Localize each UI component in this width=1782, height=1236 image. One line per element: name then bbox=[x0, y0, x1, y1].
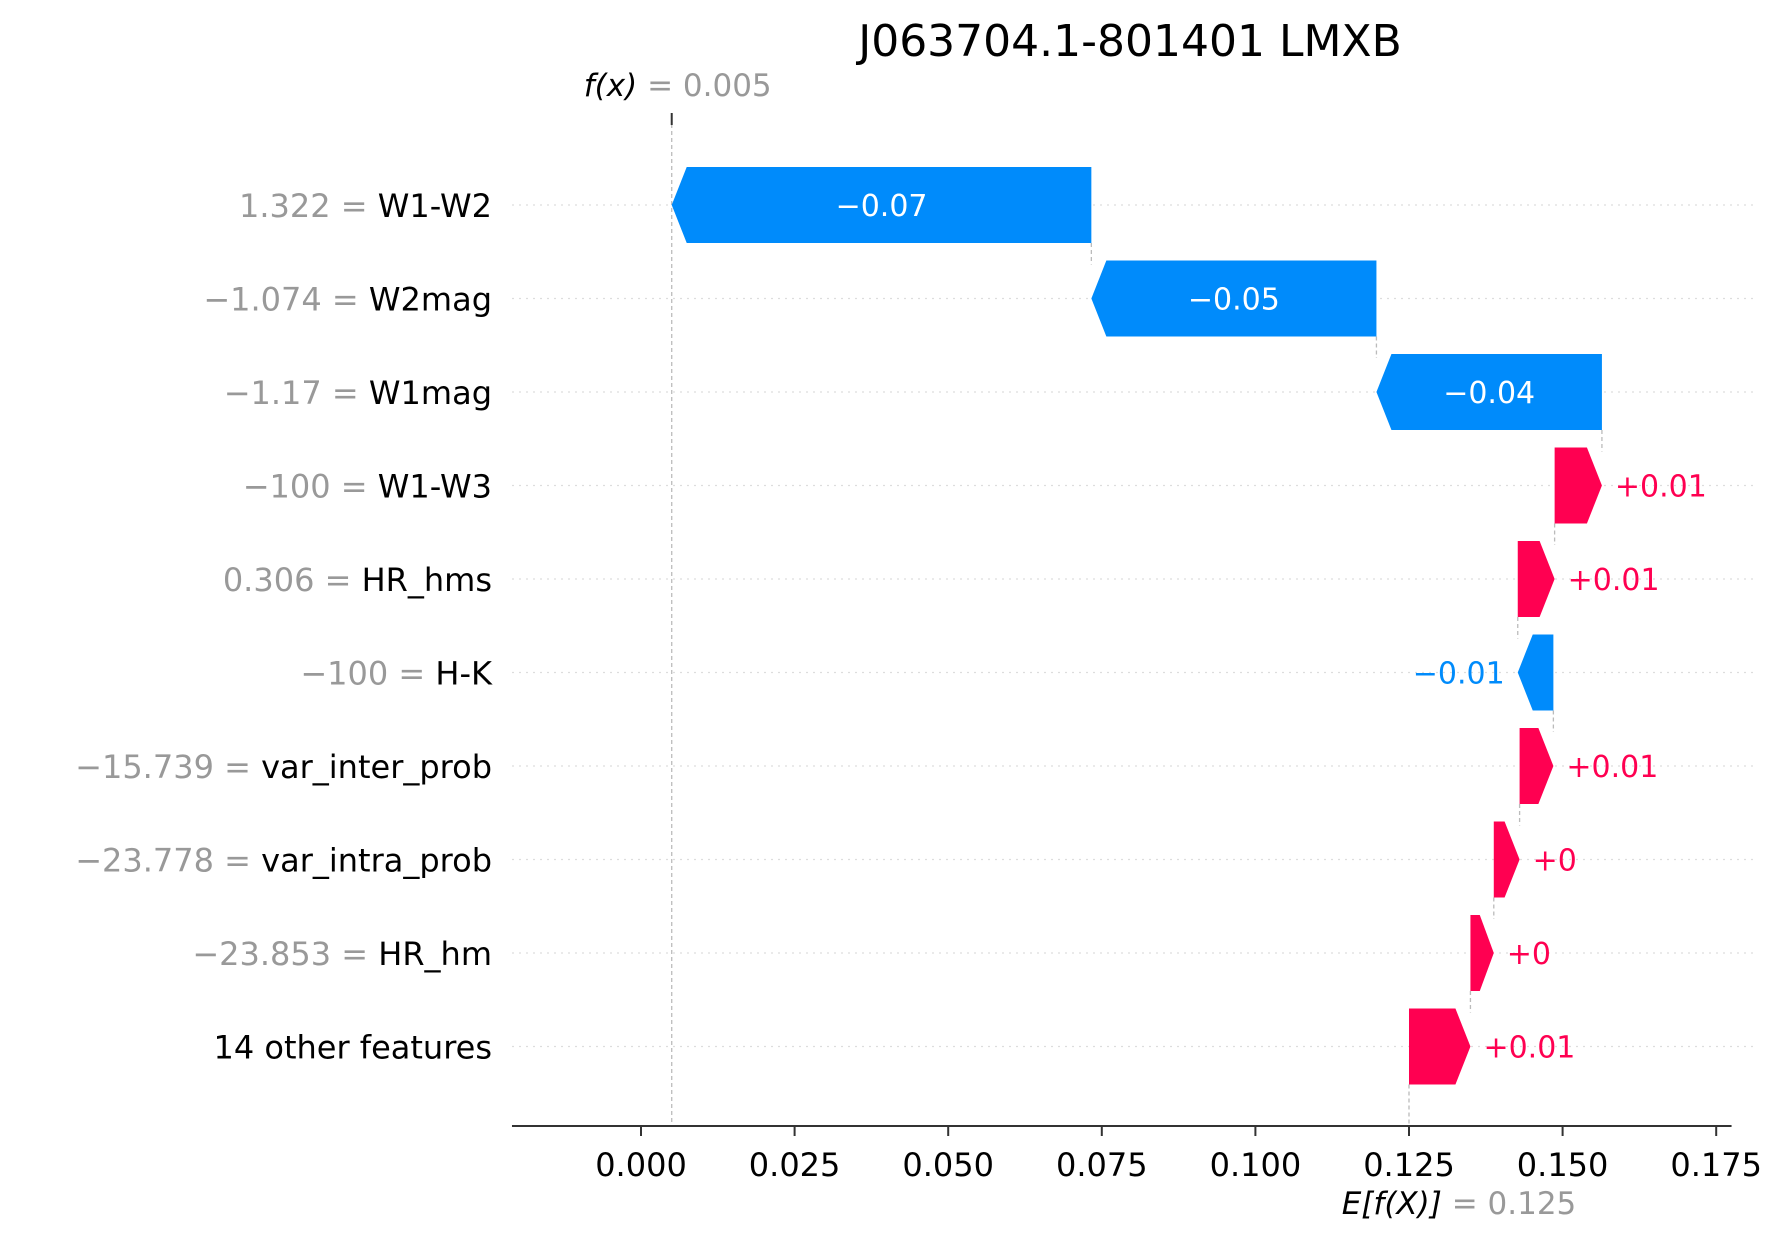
ex-annotation: E[f(X)] = 0.125 bbox=[1342, 1186, 1577, 1222]
bar-value-label: +0.01 bbox=[1615, 470, 1707, 505]
feature-equals: = bbox=[322, 281, 369, 319]
x-tick-label: 0.000 bbox=[595, 1146, 687, 1184]
feature-value: −1.17 bbox=[224, 374, 322, 412]
feature-label: −23.853 = HR_hm bbox=[192, 935, 492, 973]
bar-value-label: +0.01 bbox=[1483, 1031, 1575, 1066]
feature-label: 14 other features bbox=[213, 1029, 492, 1067]
annotations: f(x) = 0.005 E[f(X)] = 0.125 bbox=[584, 68, 1576, 1222]
feature-label: 0.306 = HR_hms bbox=[223, 561, 492, 599]
feature-equals: = bbox=[214, 842, 261, 880]
feature-value: −15.739 bbox=[75, 748, 214, 786]
feature-value: −1.074 bbox=[203, 281, 321, 319]
bar-value-label: −0.07 bbox=[836, 189, 928, 224]
bar-value-label: +0 bbox=[1507, 937, 1551, 972]
feature-name: HR_hms bbox=[362, 561, 492, 599]
feature-equals: = bbox=[331, 935, 378, 973]
bar-value-label: +0.01 bbox=[1568, 563, 1660, 598]
x-tick-label: 0.150 bbox=[1517, 1146, 1609, 1184]
x-tick-label: 0.050 bbox=[902, 1146, 994, 1184]
feature-name: 14 other features bbox=[213, 1029, 492, 1067]
feature-value: −23.853 bbox=[192, 935, 331, 973]
bar-positive bbox=[1517, 541, 1555, 617]
feature-label: −100 = W1-W3 bbox=[243, 468, 492, 506]
feature-labels: −0.07 1.322 = W1-W2 −0.05 −1.074 = W2mag −0.… bbox=[75, 187, 1707, 1067]
feature-name: var_intra_prob bbox=[261, 842, 492, 880]
guide-lines bbox=[670, 113, 1603, 1126]
chart-title: J063704.1-801401 LMXB bbox=[855, 16, 1402, 67]
feature-label: −1.074 = W2mag bbox=[203, 281, 492, 319]
feature-name: HR_hm bbox=[378, 935, 492, 973]
feature-name: W1-W3 bbox=[378, 468, 492, 506]
feature-equals: = bbox=[388, 655, 435, 693]
ex-label: E[f(X)] bbox=[1342, 1186, 1452, 1222]
x-tick-label: 0.175 bbox=[1670, 1146, 1762, 1184]
bar-positive bbox=[1519, 728, 1554, 804]
feature-label: 1.322 = W1-W2 bbox=[239, 187, 492, 225]
x-tick-label: 0.075 bbox=[1056, 1146, 1148, 1184]
feature-equals: = bbox=[331, 187, 378, 225]
feature-name: H-K bbox=[435, 655, 493, 693]
fx-label: f(x) bbox=[584, 68, 647, 104]
feature-value: −23.778 bbox=[75, 842, 214, 880]
feature-name: W1-W2 bbox=[378, 187, 492, 225]
x-axis: 0.000 0.025 0.050 0.075 0.100 0.125 0.150 0.175 bbox=[511, 1125, 1762, 1184]
feature-equals: = bbox=[331, 468, 378, 506]
bar-negative bbox=[1091, 260, 1377, 337]
bars bbox=[671, 167, 1602, 1085]
bar-negative bbox=[1517, 634, 1554, 711]
bar-negative bbox=[1376, 354, 1602, 430]
bar-negative bbox=[671, 167, 1092, 243]
feature-name: W1mag bbox=[369, 374, 492, 412]
bar-value-label: −0.01 bbox=[1413, 657, 1505, 692]
bar-value-label: +0 bbox=[1533, 844, 1577, 879]
x-tick-label: 0.100 bbox=[1210, 1146, 1302, 1184]
bar-positive bbox=[1409, 1008, 1471, 1085]
bar-value-label: −0.05 bbox=[1188, 283, 1280, 318]
ex-value: = 0.125 bbox=[1452, 1186, 1577, 1222]
feature-label: −1.17 = W1mag bbox=[224, 374, 492, 412]
bar-positive bbox=[1554, 447, 1602, 524]
x-tick-label: 0.125 bbox=[1363, 1146, 1455, 1184]
feature-value: 1.322 bbox=[239, 187, 331, 225]
feature-label: −23.778 = var_intra_prob bbox=[75, 842, 492, 880]
feature-label: −15.739 = var_inter_prob bbox=[75, 748, 492, 786]
feature-name: W2mag bbox=[369, 281, 492, 319]
feature-value: −100 bbox=[300, 655, 388, 693]
x-tick-label: 0.025 bbox=[749, 1146, 841, 1184]
feature-label: −100 = H-K bbox=[300, 655, 493, 693]
bar-positive bbox=[1470, 915, 1494, 991]
bar-value-label: +0.01 bbox=[1566, 750, 1658, 785]
fx-annotation: f(x) = 0.005 bbox=[584, 68, 772, 104]
feature-equals: = bbox=[214, 748, 261, 786]
bar-value-label: −0.04 bbox=[1443, 376, 1535, 411]
bar-positive bbox=[1493, 821, 1520, 898]
fx-value: = 0.005 bbox=[647, 68, 772, 104]
feature-value: 0.306 bbox=[223, 561, 315, 599]
feature-name: var_inter_prob bbox=[261, 748, 492, 786]
feature-equals: = bbox=[322, 374, 369, 412]
feature-value: −100 bbox=[243, 468, 331, 506]
feature-equals: = bbox=[314, 561, 361, 599]
